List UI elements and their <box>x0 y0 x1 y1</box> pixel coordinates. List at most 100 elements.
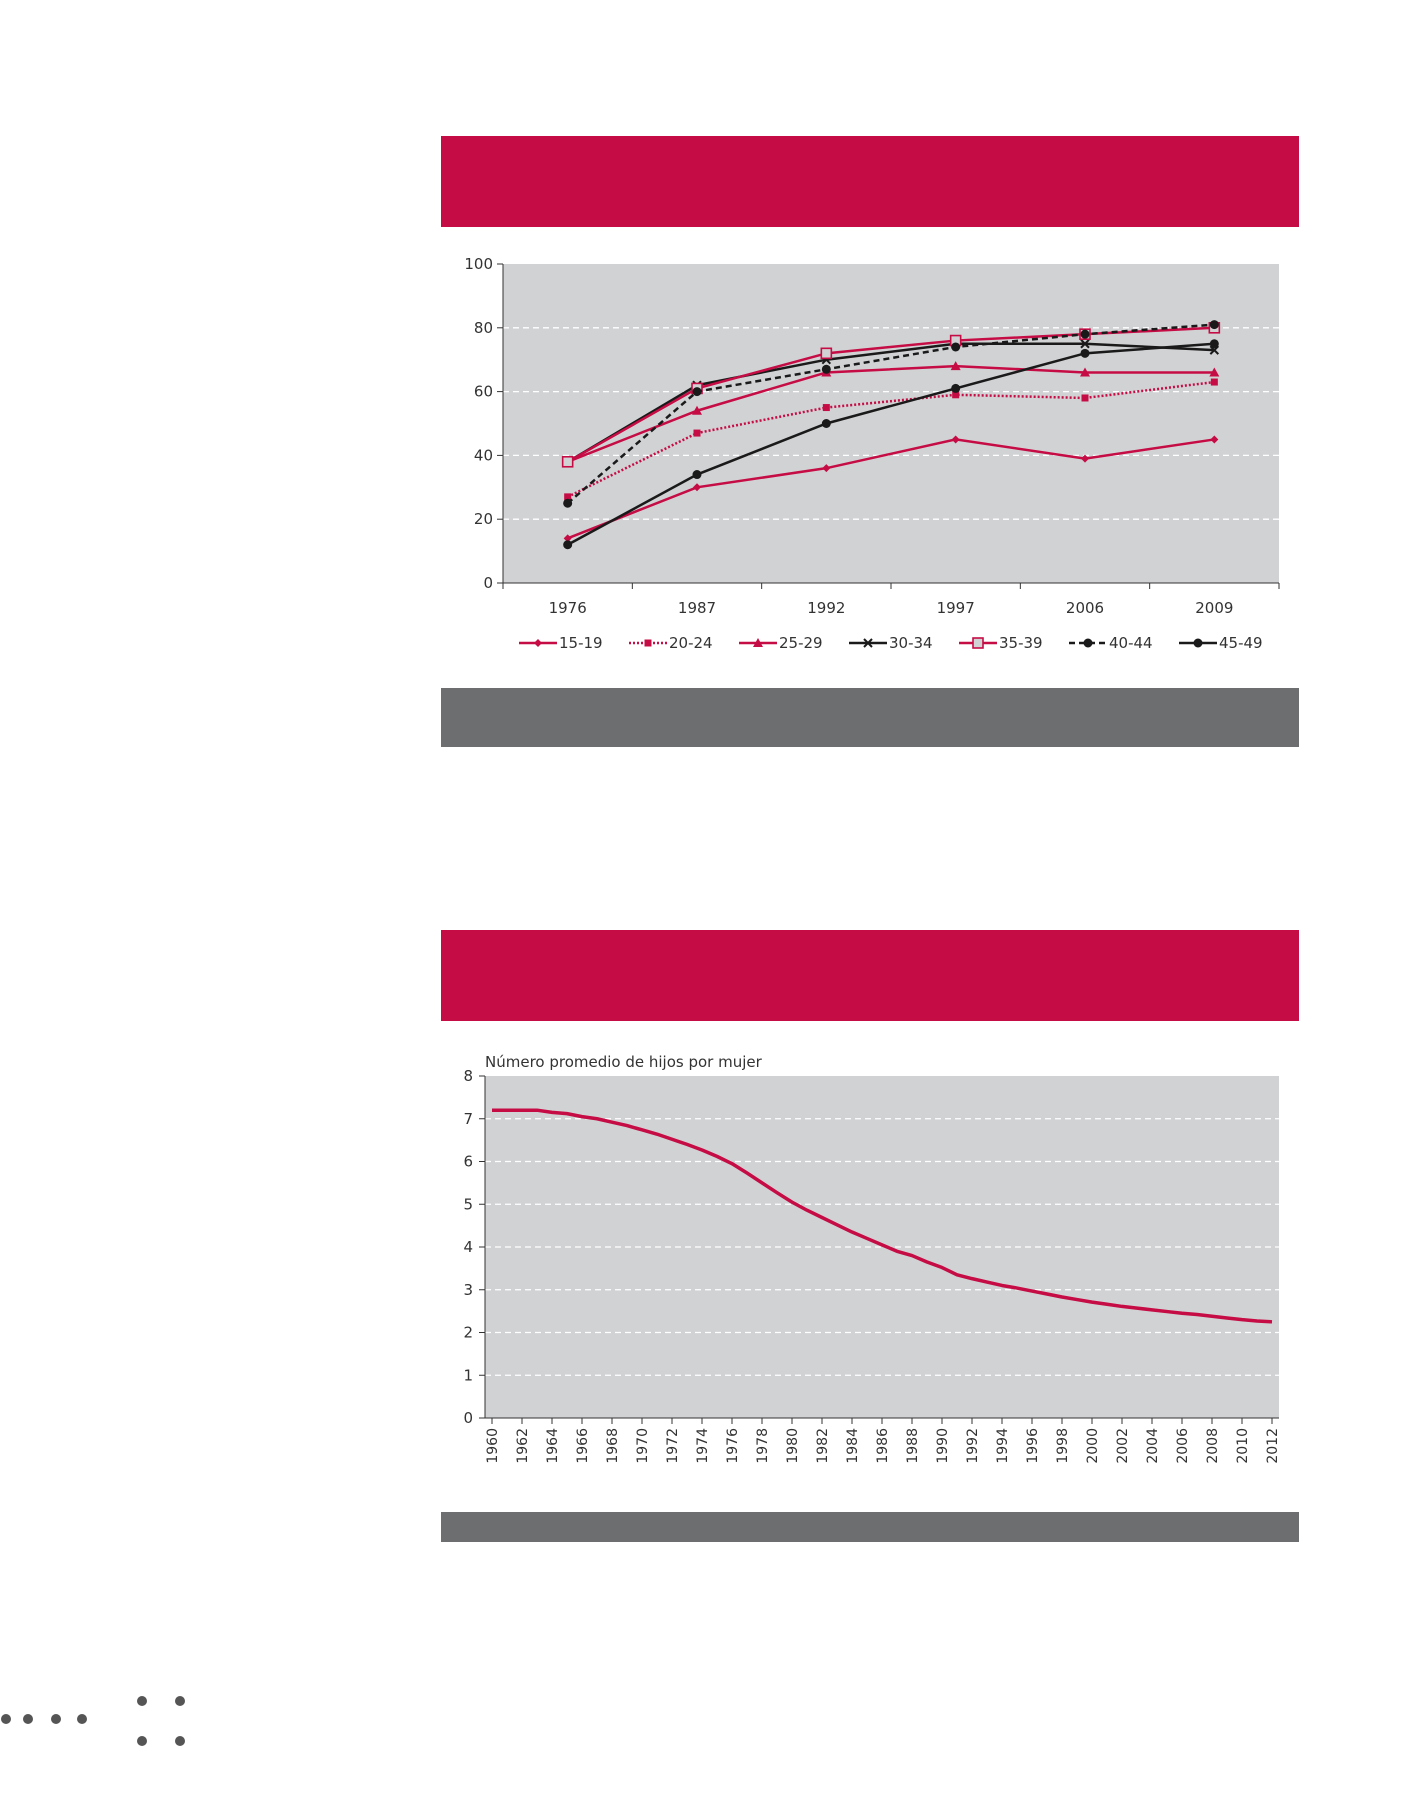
x-tick-label: 1988 <box>905 1428 921 1464</box>
series-line <box>492 1108 1273 1324</box>
dot <box>51 1714 61 1724</box>
point-marker <box>1080 348 1090 358</box>
x-tick-label: 2010 <box>1235 1428 1251 1464</box>
legend-label: 25-29 <box>779 634 823 652</box>
legend-item: 30-34 <box>849 634 933 652</box>
x-tick-label: 1976 <box>549 599 587 617</box>
point-marker <box>693 483 701 492</box>
point-marker <box>693 429 701 437</box>
dot <box>175 1736 185 1746</box>
y-tick-label: 5 <box>463 1195 473 1213</box>
legend-label: 20-24 <box>669 634 713 652</box>
x-tick-label: 1982 <box>815 1428 831 1464</box>
x-tick-label: 1986 <box>875 1428 891 1464</box>
point-marker <box>822 464 831 473</box>
x-tick-label: 1998 <box>1055 1428 1071 1464</box>
x-tick-label: 2009 <box>1195 599 1233 617</box>
x-tick-label: 1996 <box>1025 1428 1041 1464</box>
y-tick-label: 80 <box>474 319 493 337</box>
y-tick-label: 0 <box>463 1409 473 1427</box>
legend-label: 35-39 <box>999 634 1043 652</box>
legend-label: 15-19 <box>559 634 603 652</box>
point-marker <box>820 347 833 360</box>
point-marker <box>950 361 961 371</box>
chart2-plot: Número promedio de hijos por mujer 0 1 2 3 4 5… <box>463 1053 1281 1464</box>
point-marker <box>1080 339 1090 349</box>
point-marker <box>564 493 572 501</box>
dot <box>1 1714 11 1724</box>
point-marker <box>563 498 573 508</box>
series-20-24 <box>564 378 1218 501</box>
x-tick-label: 1972 <box>665 1428 681 1464</box>
point-marker <box>753 638 763 647</box>
x-tick-label: 1968 <box>605 1428 621 1464</box>
legend-item: 45-49 <box>1179 634 1263 652</box>
point-marker <box>821 419 831 428</box>
chart2-footer-band <box>441 1512 1299 1542</box>
point-marker <box>1193 638 1203 648</box>
y-tick-label: 40 <box>474 446 493 464</box>
point-marker <box>1083 638 1093 648</box>
point-marker <box>952 391 960 399</box>
legend-label: 30-34 <box>889 634 933 652</box>
dot <box>77 1714 87 1724</box>
series-line <box>567 342 1215 546</box>
point-marker <box>972 637 984 649</box>
y-tick-label: 60 <box>474 383 493 401</box>
series-40-44 <box>563 320 1219 508</box>
legend-label: 40-44 <box>1109 634 1153 652</box>
x-tick-label: 1964 <box>545 1428 561 1464</box>
point-marker <box>644 639 652 647</box>
x-tick-label: 1992 <box>965 1428 981 1464</box>
series-line <box>567 342 1215 463</box>
y-tick-label: 3 <box>463 1281 473 1299</box>
x-tick-label: 2006 <box>1175 1428 1191 1464</box>
point-marker <box>1209 345 1220 355</box>
point-marker <box>1080 329 1090 339</box>
x-tick-label: 1978 <box>755 1428 771 1464</box>
plot-area <box>503 264 1279 583</box>
series-15-19 <box>563 435 1219 543</box>
point-marker <box>692 405 702 415</box>
point-marker <box>822 404 830 412</box>
y-tick-label: 4 <box>463 1238 473 1256</box>
chart1-plot: 0 20 40 60 80 100 1976 1987 1992 1997 2006 2009 15-1… <box>464 255 1280 652</box>
point-marker <box>1210 435 1219 444</box>
series-45-49 <box>563 339 1219 550</box>
x-tick-label: 1974 <box>695 1428 711 1464</box>
point-marker <box>1209 320 1219 330</box>
series-line <box>567 364 1215 463</box>
legend-item: 35-39 <box>959 634 1043 652</box>
point-marker <box>1209 367 1220 377</box>
point-marker <box>1081 394 1089 402</box>
x-tick-label: 1970 <box>635 1428 651 1464</box>
point-marker <box>1209 339 1219 349</box>
point-marker <box>1081 454 1089 463</box>
dot <box>23 1714 33 1724</box>
y-tick-label: 0 <box>483 574 493 592</box>
point-marker <box>1210 378 1218 386</box>
x-tick-label: 2000 <box>1085 1428 1101 1464</box>
point-marker <box>951 342 961 352</box>
y-tick-label: 20 <box>474 510 493 528</box>
y-tick-label: 8 <box>463 1067 473 1085</box>
x-tick-label: 2006 <box>1066 599 1104 617</box>
x-tick-label: 1997 <box>937 599 975 617</box>
x-tick-label: 2012 <box>1265 1428 1281 1464</box>
x-tick-label: 1976 <box>725 1428 741 1464</box>
x-tick-label: 1980 <box>785 1428 801 1464</box>
legend: 15-19 20-24 25-29 30-34 35-39 40-44 45-49 <box>519 634 1263 652</box>
point-marker <box>692 470 702 480</box>
legend-item: 40-44 <box>1069 634 1153 652</box>
point-marker <box>563 540 573 550</box>
x-tick-label: 1966 <box>575 1428 591 1464</box>
x-tick-label: 1992 <box>807 599 845 617</box>
legend-label: 45-49 <box>1219 634 1263 652</box>
x-tick-label: 2002 <box>1115 1428 1131 1464</box>
point-marker <box>951 383 961 393</box>
x-tick-label: 1994 <box>995 1428 1011 1464</box>
x-tick-label: 2008 <box>1205 1428 1221 1464</box>
x-tick-label: 1962 <box>515 1428 531 1464</box>
legend-item: 25-29 <box>739 634 823 652</box>
x-tick-label: 2004 <box>1145 1428 1161 1464</box>
